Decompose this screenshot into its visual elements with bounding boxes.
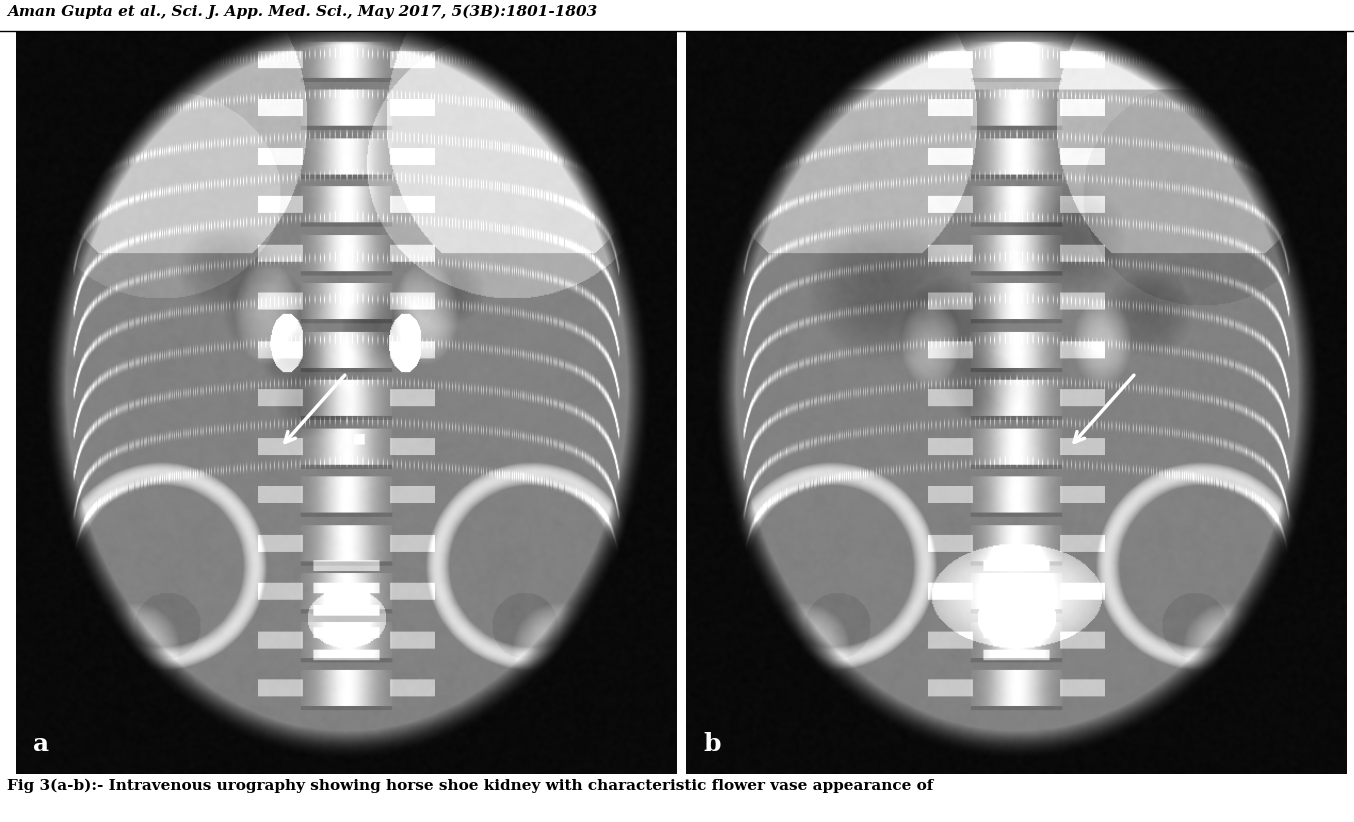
Text: a: a <box>32 732 49 755</box>
Text: Fig 3(a-b):- Intravenous urography showing horse shoe kidney with characteristic: Fig 3(a-b):- Intravenous urography showi… <box>7 778 933 793</box>
Text: b: b <box>703 732 720 755</box>
Text: Aman Gupta et al., Sci. J. App. Med. Sci., May 2017, 5(3B):1801-1803: Aman Gupta et al., Sci. J. App. Med. Sci… <box>7 4 597 19</box>
